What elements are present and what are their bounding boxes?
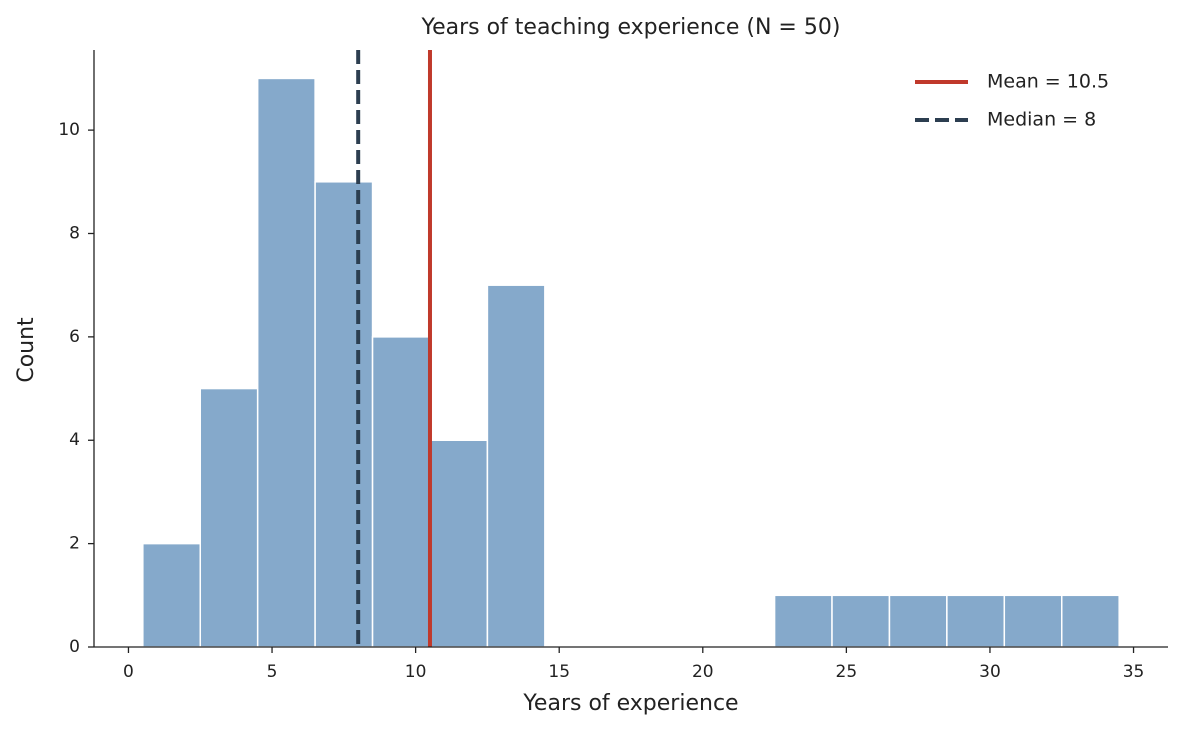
bar — [831, 594, 891, 648]
bar — [314, 181, 374, 648]
chart-title: Years of teaching experience (N = 50) — [421, 15, 841, 40]
bar — [199, 387, 259, 648]
x-tick-label: 20 — [692, 662, 714, 682]
bar — [256, 77, 316, 648]
bar — [142, 542, 202, 648]
y-tick-label: 10 — [58, 120, 80, 140]
bar — [1060, 594, 1120, 648]
bar — [773, 594, 833, 648]
y-axis-label: Count — [14, 317, 39, 383]
x-tick-label: 30 — [979, 662, 1001, 682]
y-tick-label: 8 — [69, 223, 80, 243]
legend-label: Median = 8 — [987, 109, 1096, 131]
bar — [1003, 594, 1063, 648]
bar — [429, 439, 489, 648]
x-axis-label: Years of experience — [522, 691, 738, 716]
x-tick-label: 0 — [123, 662, 134, 682]
bar — [486, 284, 546, 648]
bar — [371, 336, 431, 648]
x-tick-label: 15 — [548, 662, 570, 682]
x-tick-label: 35 — [1123, 662, 1145, 682]
x-tick-label: 10 — [405, 662, 427, 682]
y-tick-label: 4 — [69, 430, 80, 450]
y-tick-label: 6 — [69, 327, 80, 347]
x-tick-label: 5 — [267, 662, 278, 682]
y-tick-label: 0 — [69, 637, 80, 657]
x-tick-label: 25 — [836, 662, 858, 682]
bar — [946, 594, 1006, 648]
bar — [888, 594, 948, 648]
y-tick-label: 2 — [69, 534, 80, 554]
legend-label: Mean = 10.5 — [987, 71, 1109, 93]
